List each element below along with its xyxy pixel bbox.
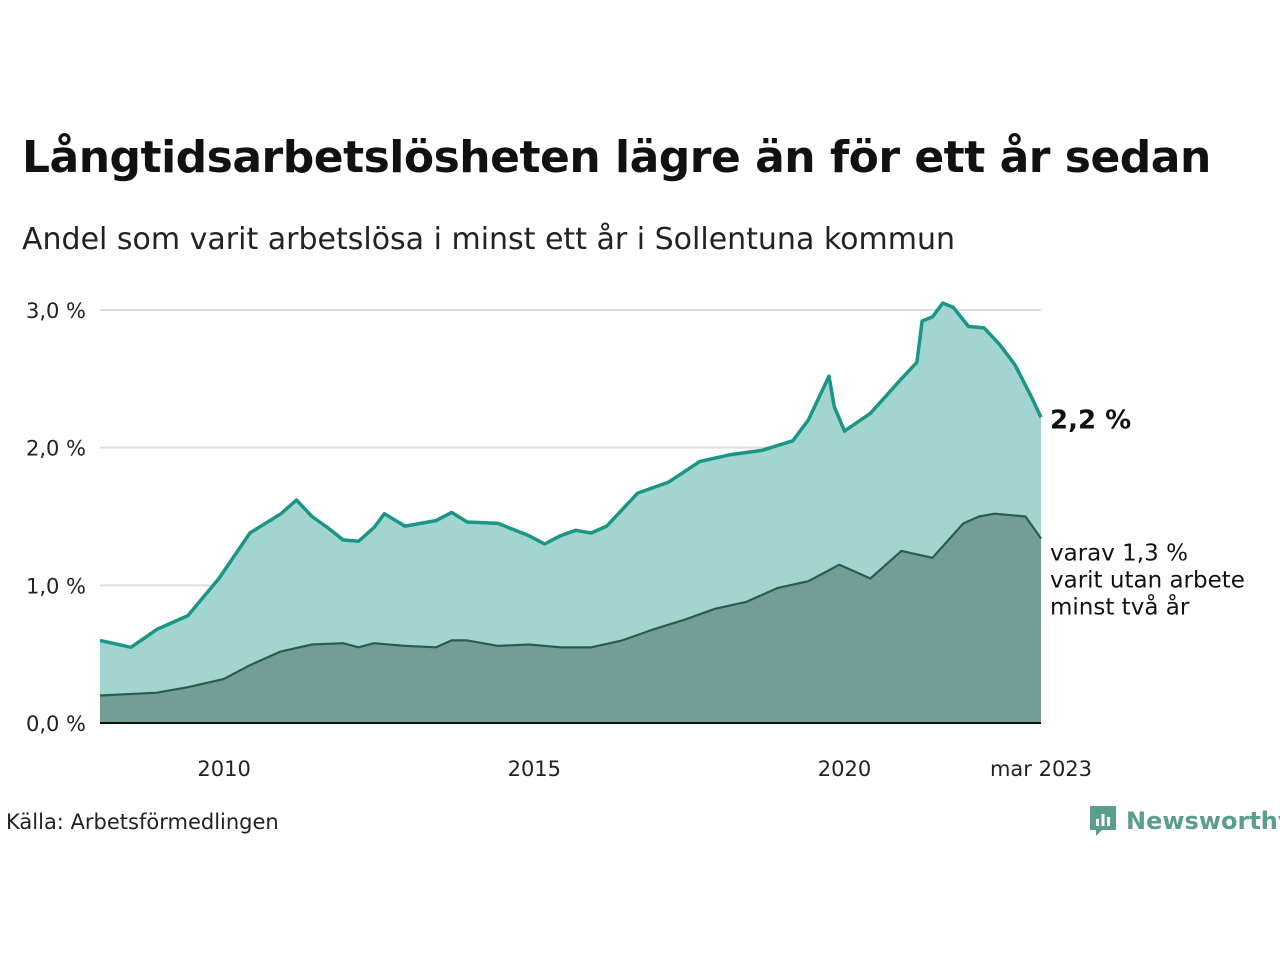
brand-logo: Newsworthy [1088, 804, 1280, 838]
y-tick-label: 3,0 % [26, 299, 86, 323]
x-tick-label: 2015 [508, 757, 561, 781]
long-term-annotation-line: varit utan arbete [1050, 568, 1245, 594]
long-term-series-line [99, 512, 1042, 697]
chart-subtitle: Andel som varit arbetslösa i minst ett å… [22, 222, 956, 257]
x-tick-label: mar 2023 [990, 757, 1092, 781]
y-axis-tick-labels: 0,0 % 1,0 % 2,0 % 3,0 % [26, 299, 86, 736]
newsworthy-logo-icon [1090, 806, 1116, 836]
x-tick-label: 2020 [818, 757, 871, 781]
total-series-line [99, 301, 1043, 650]
x-axis-tick-labels: 2010 2015 2020 mar 2023 [197, 757, 1092, 781]
y-tick-label: 2,0 % [26, 437, 86, 461]
x-tick-label: 2010 [197, 757, 250, 781]
long-term-annotation-line: varav 1,3 % [1050, 541, 1188, 567]
long-term-area-fill [100, 513, 1041, 723]
y-tick-label: 0,0 % [26, 712, 86, 736]
chart-title: Långtidsarbetslösheten lägre än för ett … [22, 132, 1211, 183]
y-tick-label: 1,0 % [26, 574, 86, 598]
long-term-annotation-line: minst två år [1050, 593, 1190, 621]
total-value-label: 2,2 % [1050, 405, 1131, 435]
brand-name: Newsworthy [1126, 807, 1280, 835]
source-label: Källa: Arbetsförmedlingen [6, 810, 279, 834]
